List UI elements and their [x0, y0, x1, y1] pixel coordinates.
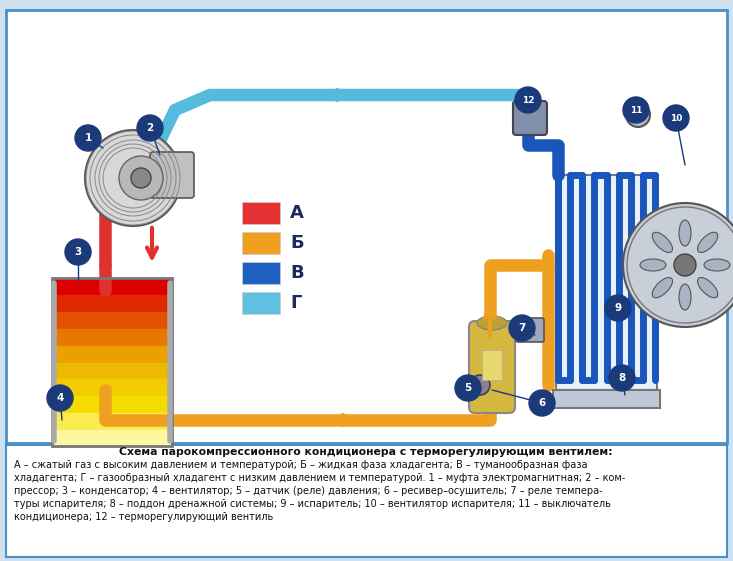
Circle shape: [623, 203, 733, 327]
Bar: [54, 396, 170, 412]
Ellipse shape: [477, 316, 507, 330]
Bar: [553, 390, 660, 408]
Text: хладагента; Г – газообразный хладагент с низким давлением и температурой. 1 – му: хладагента; Г – газообразный хладагент с…: [14, 473, 625, 483]
Circle shape: [470, 375, 490, 395]
Circle shape: [515, 87, 541, 113]
Circle shape: [522, 92, 538, 108]
Ellipse shape: [698, 278, 718, 298]
Circle shape: [663, 105, 689, 131]
Circle shape: [623, 97, 649, 123]
Circle shape: [674, 254, 696, 276]
Bar: [54, 329, 170, 344]
Text: 12: 12: [522, 95, 534, 104]
Text: 11: 11: [630, 105, 642, 114]
Bar: [556, 175, 657, 390]
Text: Г: Г: [290, 294, 301, 312]
Bar: [482, 350, 502, 380]
Circle shape: [119, 156, 163, 200]
Text: 10: 10: [670, 113, 682, 122]
Text: прессор; 3 – конденсатор; 4 – вентилятор; 5 – датчик (реле) давления; 6 – ресиве: прессор; 3 – конденсатор; 4 – вентилятор…: [14, 486, 603, 496]
Bar: [54, 346, 170, 361]
Bar: [54, 312, 170, 328]
Circle shape: [455, 375, 481, 401]
Circle shape: [85, 130, 181, 226]
FancyBboxPatch shape: [150, 152, 194, 198]
Text: А – сжатый газ с высоким давлением и температурой; Б – жидкая фаза хладагента; В: А – сжатый газ с высоким давлением и тем…: [14, 460, 588, 470]
Bar: [54, 295, 170, 311]
Text: 3: 3: [74, 247, 81, 257]
Bar: [54, 430, 170, 445]
Circle shape: [633, 110, 643, 120]
Text: Схема парокомпрессионного кондиционера с терморегулирующим вентилем:: Схема парокомпрессионного кондиционера с…: [119, 447, 613, 457]
Circle shape: [509, 315, 535, 341]
Text: кондиционера; 12 – терморегулирующий вентиль: кондиционера; 12 – терморегулирующий вен…: [14, 512, 273, 522]
Bar: [242, 202, 280, 224]
Bar: [242, 292, 280, 314]
Circle shape: [75, 125, 101, 151]
Text: 1: 1: [84, 133, 92, 143]
Bar: [242, 232, 280, 254]
Text: 9: 9: [614, 303, 622, 313]
Text: Б: Б: [290, 234, 303, 252]
FancyBboxPatch shape: [513, 101, 547, 135]
Ellipse shape: [704, 259, 730, 271]
Ellipse shape: [679, 220, 691, 246]
Text: А: А: [290, 204, 304, 222]
Ellipse shape: [652, 232, 672, 252]
Text: В: В: [290, 264, 303, 282]
Bar: [54, 413, 170, 429]
FancyBboxPatch shape: [6, 445, 727, 557]
Text: 8: 8: [619, 373, 626, 383]
Circle shape: [609, 365, 635, 391]
Circle shape: [47, 385, 73, 411]
Bar: [54, 379, 170, 395]
Text: туры испарителя; 8 – поддон дренажной системы; 9 – испаритель; 10 – вентилятор и: туры испарителя; 8 – поддон дренажной си…: [14, 499, 611, 509]
Text: 7: 7: [518, 323, 526, 333]
Text: 4: 4: [56, 393, 64, 403]
FancyBboxPatch shape: [516, 318, 544, 342]
Text: 6: 6: [538, 398, 545, 408]
Text: 5: 5: [465, 383, 471, 393]
Ellipse shape: [640, 259, 666, 271]
Bar: [242, 262, 280, 284]
Circle shape: [131, 168, 151, 188]
Circle shape: [529, 390, 555, 416]
Circle shape: [605, 295, 631, 321]
Text: 2: 2: [147, 123, 154, 133]
FancyBboxPatch shape: [6, 10, 727, 443]
FancyBboxPatch shape: [469, 321, 515, 413]
Ellipse shape: [698, 232, 718, 252]
Circle shape: [137, 115, 163, 141]
Circle shape: [65, 239, 91, 265]
Ellipse shape: [652, 278, 672, 298]
Bar: [54, 362, 170, 378]
Circle shape: [626, 103, 650, 127]
Bar: [52, 278, 172, 446]
Ellipse shape: [679, 284, 691, 310]
Bar: [54, 278, 170, 295]
